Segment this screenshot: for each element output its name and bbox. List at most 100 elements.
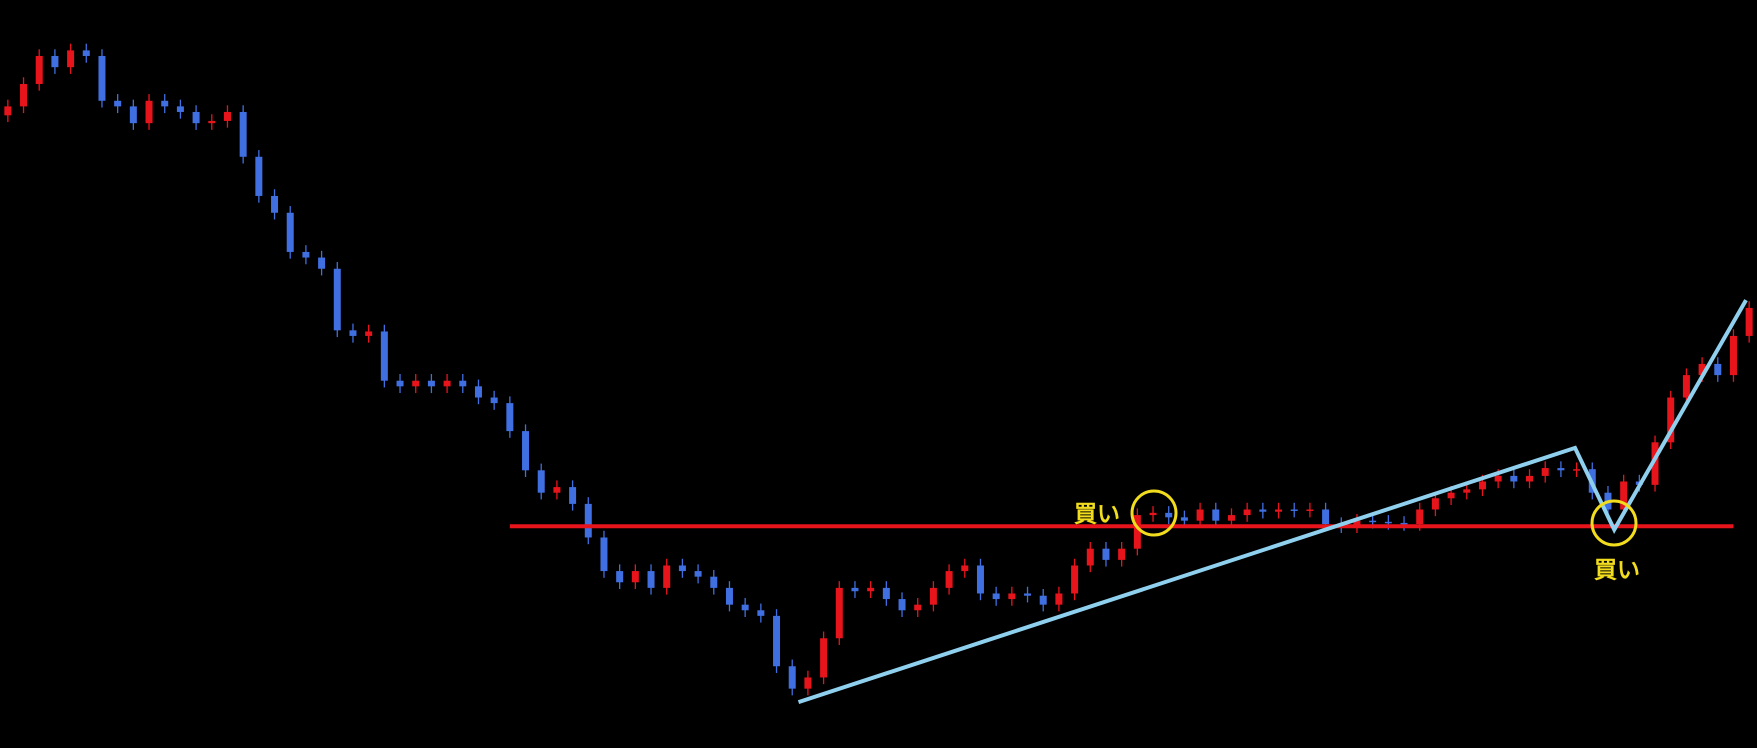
candle-body [1149,512,1157,516]
candle-body [1369,520,1377,523]
candle-body [961,565,969,572]
candle-body [663,565,671,588]
candle-body [1447,492,1455,499]
candle-body [1557,468,1565,471]
candle-body [788,666,796,689]
candle-body [1227,515,1235,521]
candle-body [647,571,655,588]
candle-body [1102,548,1110,560]
candle-body [506,403,514,432]
candle-body [1463,489,1471,493]
candle-body [1196,509,1204,521]
candle-body [1510,475,1518,482]
candle-body [929,587,937,605]
candle-body [694,571,702,577]
candle-body [67,50,75,68]
candle-body [1541,468,1549,476]
candle-body [773,615,781,667]
candle-body [914,604,922,611]
candle-body [1651,442,1659,485]
candle-body [1243,509,1251,516]
candle-body [1745,307,1753,336]
candle-body [129,106,137,124]
candle-body [145,100,153,124]
candle-body [1526,475,1534,482]
candle-body [1086,548,1094,566]
candle-body [1118,548,1126,560]
candle-body [1180,517,1188,521]
candle-body [176,106,184,112]
candle-body [365,331,373,336]
candle-body [302,251,310,258]
candle-body [380,331,388,381]
candle-body [1714,363,1722,376]
candle-body [1384,521,1392,524]
candle-body [412,380,420,387]
candle-body [820,638,828,678]
candle-body [1212,509,1220,521]
candle-body [98,55,106,101]
candle-body [1133,515,1141,549]
candle-body [804,677,812,689]
candle-body [271,195,279,213]
candle-body [741,604,749,611]
candle-body [490,397,498,404]
candle-body [223,111,231,121]
candle-body [1729,335,1737,376]
highlight-circle [1590,499,1638,547]
candle-body [1275,509,1283,512]
candle-body [898,599,906,611]
candle-body [553,487,561,493]
candle-body [192,111,200,124]
candle-body [851,587,859,592]
candle-body [1431,498,1439,510]
annotation: 買い [1074,502,1120,528]
candle-body [678,565,686,572]
candle-body [4,106,12,116]
candle-body [1008,593,1016,600]
candle-body [82,50,90,56]
trend-line [797,299,1748,704]
candle-body [35,55,43,84]
candle-body [882,587,890,600]
candle-body [835,587,843,639]
candle-body [474,386,482,398]
candle-body [459,380,467,387]
candle-body [208,120,216,124]
candle-body [1620,481,1628,510]
candle-body [945,571,953,588]
candle-body [1400,522,1408,525]
candle-body [1322,509,1330,525]
candle-body [1165,512,1173,518]
candle-body [1039,595,1047,605]
plot [4,43,1753,704]
candle-body [286,212,294,252]
candle-body [976,565,984,594]
candle-body [1494,475,1502,482]
candle-body [710,576,718,588]
candle-body [867,587,875,592]
candle-body [1573,469,1581,471]
candle-body [757,610,765,616]
candle-body [443,380,451,387]
highlight-circle [1130,489,1178,537]
candle-body [1478,481,1486,490]
candle-body [992,593,1000,600]
candle-body [396,380,404,387]
candle-body [1682,375,1690,398]
candle-body [1667,397,1675,443]
candle-body [318,257,326,269]
candle-body [114,100,122,107]
candle-body [239,111,247,157]
candle-body [51,55,59,68]
candle-body [1306,509,1314,511]
candle-body [1416,509,1424,525]
candle-body [1698,363,1706,376]
candle-body [522,431,530,471]
candle-body [20,83,28,107]
candle-body [600,537,608,572]
candle-body [1290,509,1298,511]
